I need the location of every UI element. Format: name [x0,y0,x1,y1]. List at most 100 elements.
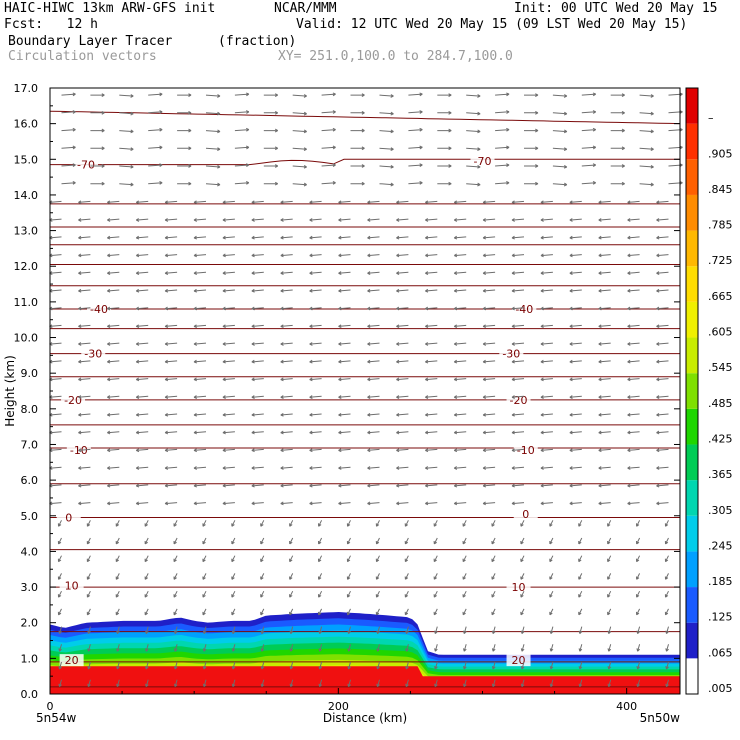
vector-arrow [540,306,553,311]
vector-arrow [578,626,583,634]
vector-arrow [453,306,467,311]
vector-arrow [627,324,640,329]
vector-arrow [338,448,351,453]
vector-arrow [115,608,120,616]
vector-arrow [164,448,178,453]
vector-arrow [193,395,207,399]
vector-arrow [639,164,654,169]
vector-arrow [309,235,322,240]
contour-label-bg [506,654,531,667]
vector-arrow [338,395,351,399]
vector-arrow [453,218,467,222]
vector-arrow [135,501,149,506]
vector-arrow [164,377,178,382]
vector-arrow [627,377,640,382]
vector-arrow [495,181,510,185]
vector-arrow [540,483,553,488]
vector-arrow [404,590,409,598]
vector-arrow [540,412,553,417]
vector-arrow [222,218,235,222]
vector-arrow [627,430,640,435]
vector-arrow [57,555,62,563]
vector-arrow [379,147,394,151]
vector-arrow [425,377,438,382]
vector-arrow [289,590,294,598]
vector-arrow [379,164,394,169]
vector-arrow [610,93,625,98]
vector-arrow [234,163,250,168]
colorbar-swatch [686,444,698,481]
vector-arrow [665,626,669,634]
vector-arrow [309,218,322,222]
vector-arrow [61,110,76,114]
vector-arrow [148,110,163,114]
vector-arrow [367,306,380,311]
vector-arrow [309,412,322,417]
vector-arrow [205,94,221,98]
vector-arrow [607,573,612,580]
vector-arrow [462,520,467,527]
vector-arrow [318,537,323,545]
vector-arrow [222,288,235,293]
vector-arrow [656,377,669,382]
vector-arrow [164,253,178,258]
vector-arrow [656,235,669,240]
vector-arrow [135,235,149,240]
vector-arrow [234,145,250,150]
vector-arrow [367,395,380,399]
vector-arrow [569,395,582,399]
vector-arrow [375,555,380,563]
vector-arrow [636,573,641,580]
vector-arrow [656,395,669,399]
vector-arrow [607,555,612,563]
vector-arrow [231,573,236,580]
vector-arrow [491,555,496,563]
vector-arrow [164,200,178,205]
vector-arrow [260,644,265,652]
vector-arrow [598,342,611,346]
vector-arrow [222,466,235,470]
vector-arrow [318,520,323,527]
vector-arrow [598,359,611,364]
colorbar-swatch [686,123,698,160]
vector-arrow [318,626,323,634]
vector-arrow [569,271,582,275]
colorbar-frame [685,87,699,695]
vector-arrow [173,608,178,616]
vector-arrow [231,608,236,616]
vector-arrow [482,200,496,205]
vector-arrow [453,253,467,258]
vector-arrow [193,466,207,470]
vector-arrow [78,288,91,293]
vector-arrow [376,679,380,688]
vector-arrow [318,573,323,580]
vector-arrow [78,342,91,346]
vector-arrow [119,111,134,116]
vector-arrow [86,520,91,527]
vector-arrow [107,359,120,364]
vector-arrow [396,377,409,382]
vector-arrow [607,608,612,616]
vector-arrow [598,271,611,275]
vector-arrow [367,342,380,346]
vector-arrow [396,324,409,329]
vector-arrow [309,483,322,488]
vector-arrow [511,395,525,399]
vector-arrow [222,501,235,506]
vector-arrow [202,608,207,616]
vector-arrow [433,608,438,616]
vector-arrow [520,520,525,527]
vector-arrow [627,288,640,293]
vector-arrow [222,253,235,258]
vector-arrow [173,590,178,598]
vector-arrow [627,200,640,205]
vector-arrow [107,466,120,470]
vector-arrow [251,466,264,470]
vector-arrow [205,164,221,169]
vector-arrow [482,218,496,222]
vector-arrow [318,644,323,652]
vector-arrow [251,412,264,417]
vector-arrow [231,661,236,670]
vector-arrow [222,271,235,275]
